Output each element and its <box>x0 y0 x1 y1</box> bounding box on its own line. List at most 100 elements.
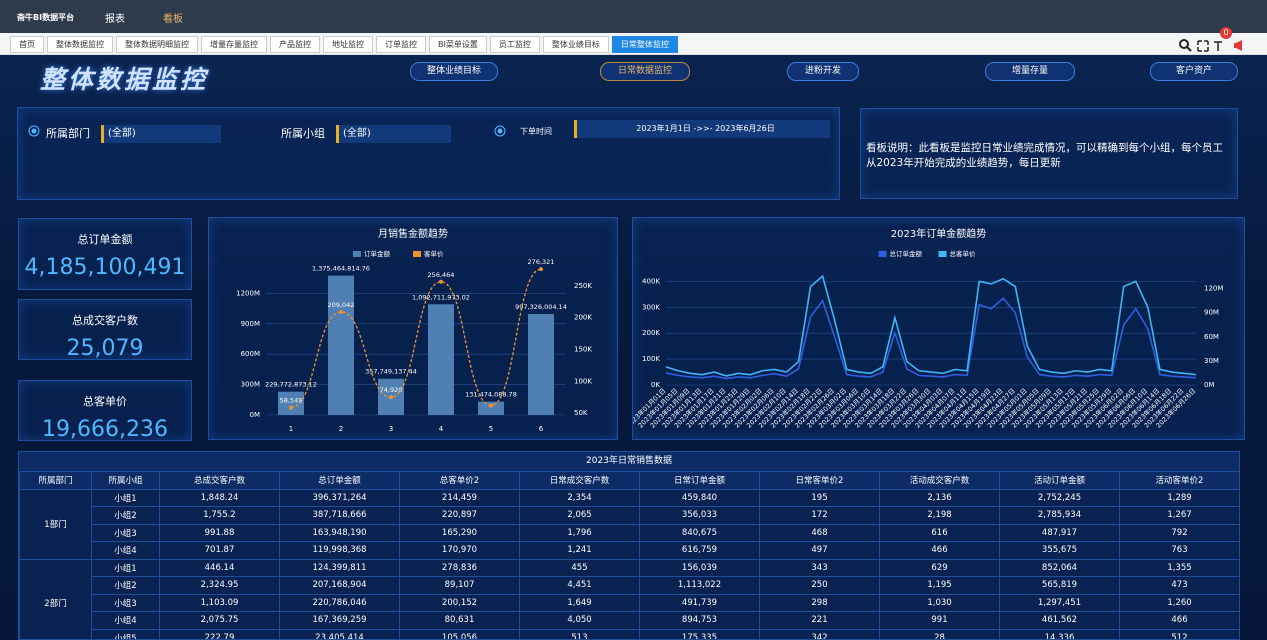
cell: 343 <box>759 558 880 577</box>
cell: 小组3 <box>91 523 160 542</box>
cell: 195 <box>759 488 880 507</box>
point <box>289 405 293 410</box>
tab[interactable]: 订单监控 <box>376 36 426 53</box>
dept-select[interactable]: (全部) <box>101 125 221 143</box>
nav-button[interactable]: 进粉开发 <box>787 62 859 81</box>
tab[interactable]: 整体数据明细监控 <box>116 36 198 53</box>
cell: 163,948,190 <box>279 523 400 542</box>
chart-panel: 月销售金额趋势 0M 300M 600M 900M 1200M 50K 100K 150K 200… <box>208 217 618 440</box>
cell: 2,785,934 <box>999 506 1120 525</box>
cell: 2,075.75 <box>159 611 280 630</box>
table-title: 2023年日常销售数据 <box>19 452 1239 471</box>
nav-button[interactable]: 整体业绩目标 <box>410 62 498 81</box>
bar <box>278 391 304 415</box>
cell: 2,065 <box>519 506 640 525</box>
cell: 1,796 <box>519 523 640 542</box>
bar <box>428 304 454 415</box>
kpi-card: 总客单价 19,666,236 <box>18 380 192 442</box>
cell: 459,840 <box>639 488 760 507</box>
tab-bar: 首页 整体数据监控 整体数据明细监控 增量存量监控 产品监控 地址监控 订单监控 BI菜单设置… <box>0 33 1267 55</box>
table-panel: 2023年日常销售数据 所属部门 所属小组 总成交客户数 总订单金额 总客单价2 日常成交… <box>18 451 1240 640</box>
cell: 991.88 <box>159 523 280 542</box>
column-header: 所属部门 <box>19 471 92 490</box>
cell: 89,107 <box>399 576 520 595</box>
data-label: 1,092,711,973.02 <box>412 293 470 301</box>
legend-label: 订单金额 <box>364 249 391 258</box>
kpi-value: 19,666,236 <box>42 417 168 442</box>
cell: 356,033 <box>639 506 760 525</box>
table-row: 小组4 2,075.75 167,369,259 80,631 4,050 894,753… <box>20 611 1239 630</box>
kpi-value: 4,185,100,491 <box>24 255 186 280</box>
cell: 175,335 <box>639 628 760 639</box>
cell: 1,355 <box>1119 558 1239 577</box>
table-row: 小组5 222.79 23,405,414 105,056 513 175,335 342 2… <box>20 628 1239 639</box>
tab[interactable]: 员工监控 <box>489 36 540 53</box>
legend-swatch <box>353 251 361 257</box>
legend-label: 客单价 <box>424 249 444 258</box>
cell: 1,649 <box>519 593 640 612</box>
cell: 172 <box>759 506 880 525</box>
cell: 852,064 <box>999 558 1120 577</box>
point <box>539 267 543 272</box>
tab[interactable]: 整体数据监控 <box>47 36 113 53</box>
cell: 763 <box>1119 541 1239 560</box>
table-row: 小组2 1,755.2 387,718,666 220,897 2,065 356,033… <box>20 506 1239 525</box>
x-tick-label: 5 <box>489 425 493 433</box>
chart-title: 2023年订单金额趋势 <box>891 227 986 240</box>
menu-item[interactable]: 看板 <box>163 14 183 25</box>
dept-cell: 2部门 <box>19 558 92 639</box>
icon <box>28 125 40 137</box>
chart-title: 月销售金额趋势 <box>378 227 448 240</box>
tab[interactable]: 增量存量监控 <box>201 36 267 53</box>
nav-button[interactable]: 增量存量 <box>985 62 1075 81</box>
kpi-value: 25,079 <box>66 336 144 361</box>
cell: 4,050 <box>519 611 640 630</box>
y-tick-label: 0M <box>250 411 261 419</box>
table-row: 2部门 小组1 446.14 124,399,811 278,836 455 156,039… <box>19 558 1239 639</box>
cell: 473 <box>1119 576 1239 595</box>
filter-panel: 所属部门 (全部) 所属小组 (全部) 下单时间 2023年1月1日 ->>- … <box>17 107 840 200</box>
cell: 14,336 <box>999 628 1120 639</box>
cell: 167,369,259 <box>279 611 400 630</box>
menu-item[interactable]: 报表 <box>105 14 125 25</box>
data-table: 所属部门 所属小组 总成交客户数 总订单金额 总客单价2 日常成交客户数 日常订单金额 日常客… <box>19 471 1239 639</box>
tab[interactable]: 整体业绩目标 <box>542 36 609 53</box>
cell: 455 <box>519 558 640 577</box>
cell: 629 <box>879 558 1000 577</box>
cell: 278,836 <box>399 558 520 577</box>
cell: 250 <box>759 576 880 595</box>
tab[interactable]: 首页 <box>10 36 44 53</box>
point <box>389 395 393 400</box>
cell: 497 <box>759 541 880 560</box>
cell: 214,459 <box>399 488 520 507</box>
cell: 396,371,264 <box>279 488 400 507</box>
legend-swatch <box>413 251 421 257</box>
y-tick-label: 300M <box>241 381 260 389</box>
bar <box>528 313 554 415</box>
cell: 小组1 <box>91 488 160 507</box>
cell: 1,755.2 <box>159 506 280 525</box>
tab[interactable]: BI菜单设置 <box>429 36 487 53</box>
cell: 119,998,368 <box>279 541 400 560</box>
cell: 222.79 <box>159 628 280 639</box>
tab[interactable]: 产品监控 <box>270 36 320 53</box>
nav-button[interactable]: 客户资产 <box>1150 62 1238 81</box>
table-row: 小组2 2,324.95 207,168,904 89,107 4,451 1,113,0… <box>20 576 1239 595</box>
cell: 840,675 <box>639 523 760 542</box>
tab[interactable]: 日常整体监控 <box>611 36 678 53</box>
nav-button[interactable]: 日常数据监控 <box>600 62 690 81</box>
kpi-label: 总成交客户数 <box>72 314 138 327</box>
cell: 1,030 <box>879 593 1000 612</box>
cell: 4,451 <box>519 576 640 595</box>
data-label: 276,321 <box>528 258 555 266</box>
group-select[interactable]: (全部) <box>336 125 451 143</box>
cell: 461,562 <box>999 611 1120 630</box>
line <box>665 297 1197 380</box>
cell: 105,056 <box>399 628 520 639</box>
cell: 2,136 <box>879 488 1000 507</box>
cell: 小组4 <box>91 611 160 630</box>
column-header: 所属小组 <box>91 471 160 490</box>
date-select[interactable]: 2023年1月1日 ->>- 2023年6月26日 <box>574 120 830 138</box>
point <box>489 403 493 408</box>
tab[interactable]: 地址监控 <box>323 36 373 53</box>
